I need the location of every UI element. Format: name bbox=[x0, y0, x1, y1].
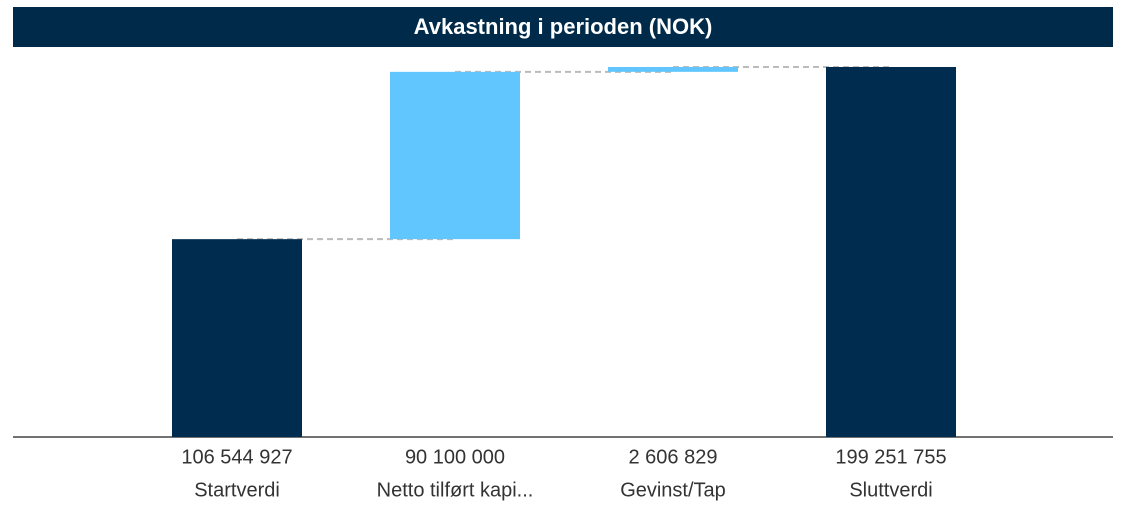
value-label: 2 606 829 bbox=[629, 446, 718, 468]
x-tick-label: Gevinst/Tap bbox=[620, 479, 726, 501]
chart-title: Avkastning i perioden (NOK) bbox=[414, 14, 713, 39]
value-label: 199 251 755 bbox=[835, 446, 946, 468]
bar bbox=[390, 71, 520, 240]
bar bbox=[608, 67, 738, 72]
x-tick-label: Sluttverdi bbox=[849, 479, 932, 501]
x-tick-label: Startverdi bbox=[194, 479, 280, 501]
x-tick-label: Netto tilført kapi... bbox=[377, 479, 534, 501]
title-bar bbox=[13, 7, 1113, 47]
value-label: 106 544 927 bbox=[181, 446, 292, 468]
bar bbox=[826, 67, 956, 437]
value-label: 90 100 000 bbox=[405, 446, 505, 468]
bar bbox=[172, 239, 302, 437]
